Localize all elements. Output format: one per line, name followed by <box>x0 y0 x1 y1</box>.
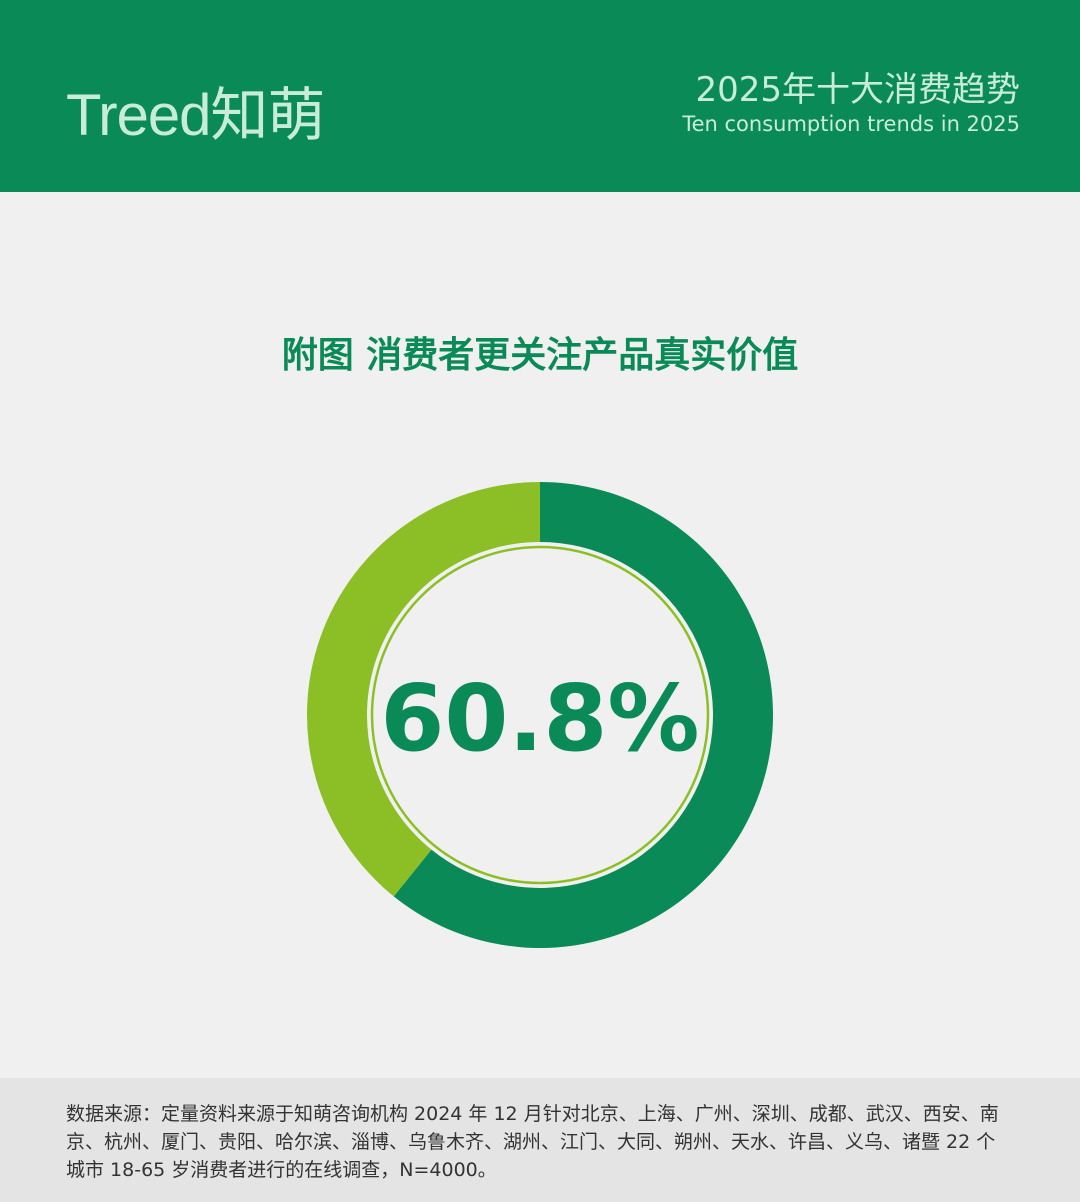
donut-segment-primary <box>393 482 774 948</box>
header-title-cn: 2025年十大消费趋势 <box>695 70 1020 110</box>
header: Treed知萌 2025年十大消费趋势 Ten consumption tren… <box>0 0 1080 192</box>
header-title-en: Ten consumption trends in 2025 <box>682 112 1020 136</box>
center-label: 60.8% <box>380 665 699 772</box>
source-note: 数据来源：定量资料来源于知萌咨询机构 2024 年 12 月针对北京、上海、广州… <box>0 1078 1080 1202</box>
donut-chart: 60.8% <box>307 482 774 948</box>
treed-logo: Treed知萌 <box>66 83 325 148</box>
donut-segment-remainder <box>307 482 540 897</box>
inner-ring <box>370 545 710 885</box>
header-title: 2025年十大消费趋势 Ten consumption trends in 20… <box>682 70 1020 138</box>
chart-title: 附图 消费者更关注产品真实价值 <box>281 335 799 376</box>
